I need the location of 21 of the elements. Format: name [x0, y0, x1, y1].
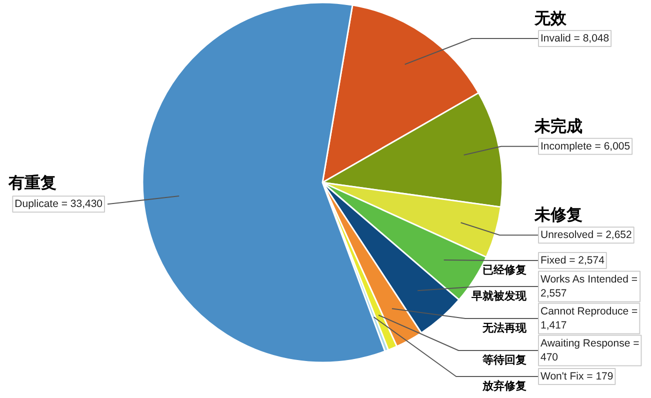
- slice-label: Won't Fix = 179: [540, 370, 614, 382]
- slice-label: Fixed = 2,574: [540, 254, 605, 266]
- slice-label: Works As Intended =: [540, 273, 638, 286]
- text: 有重复: [8, 174, 56, 192]
- text: 无法再现: [482, 322, 528, 334]
- text: 无效: [534, 10, 568, 28]
- data-label: 2,557: [540, 288, 567, 300]
- text: 未完成: [534, 116, 582, 136]
- text: 已经修复: [482, 264, 526, 276]
- slice-label: Incomplete = 6,005: [540, 140, 630, 152]
- data-label: 470: [540, 352, 558, 364]
- slice-label: Unresolved = 2,652: [540, 229, 632, 242]
- data-label: 1,417: [540, 320, 567, 332]
- text: 早就被发现: [470, 290, 528, 302]
- slice-label: Duplicate = 33,430: [14, 198, 103, 210]
- text: 等待回复: [482, 354, 526, 366]
- text: 放弃修复: [482, 380, 526, 392]
- slice-label: Invalid = 8,048: [540, 32, 610, 44]
- slice-label: Awaiting Response =: [540, 337, 640, 350]
- text: 未修复: [534, 206, 582, 224]
- slice-label: Cannot Reproduce =: [540, 305, 638, 318]
